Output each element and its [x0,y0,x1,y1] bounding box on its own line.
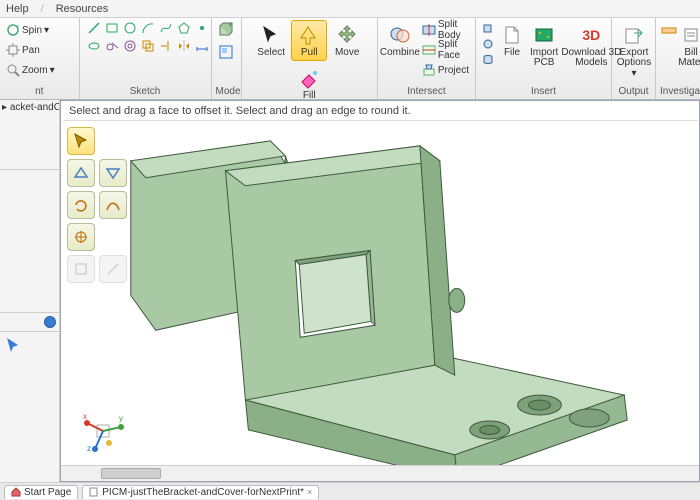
fill-button[interactable]: Fill [291,63,327,104]
sketch-line-icon[interactable] [86,20,102,36]
sketch-trim-icon[interactable] [158,38,174,54]
sketch-concentric-icon[interactable] [122,38,138,54]
mode-group-label: Mode [216,85,237,99]
insert-cyl-icon[interactable] [480,52,496,68]
investigate-group-label: Investiga [660,85,696,99]
tool-revolve-icon[interactable] [67,191,95,219]
structure-tree[interactable]: ▸ acket-andCo [0,100,59,170]
horizontal-scrollbar[interactable] [61,465,699,481]
select-button[interactable]: Select [253,20,289,61]
menu-resources[interactable]: Resources [56,3,109,15]
pull-button[interactable]: Pull [291,20,327,61]
mode-3d-icon[interactable] [216,20,236,40]
tool-ruled-icon[interactable] [99,255,127,283]
insert-cube-icon[interactable] [480,20,496,36]
zoom-dropdown[interactable]: Zoom▾ [4,60,75,80]
sketch-offset-icon[interactable] [140,38,156,54]
tool-upto-icon[interactable] [67,255,95,283]
measure-icon[interactable] [660,20,678,40]
insert-sphere-icon[interactable] [480,36,496,52]
project-button[interactable]: Project [420,60,471,80]
file-button[interactable]: File [498,20,526,71]
split-body-button[interactable]: Split Body [420,20,471,40]
properties-panel[interactable] [0,331,59,482]
svg-text:z: z [87,444,91,453]
menu-help[interactable]: Help [6,3,29,15]
menu-divider: / [41,3,44,15]
spin-dropdown[interactable]: Spin▾ [4,20,75,40]
sketch-spline-icon[interactable] [158,20,174,36]
combine-button[interactable]: Combine [382,20,418,80]
pin-icon[interactable] [44,316,56,328]
tool-draft-icon[interactable] [67,223,95,251]
tool-add-icon[interactable] [67,159,95,187]
ribbon: Spin▾ Pan Zoom▾ nt [0,18,700,100]
view-triad[interactable]: x y z [79,407,127,455]
model-render [61,101,699,480]
sketch-ellipse-icon[interactable] [86,38,102,54]
mode-2d-icon[interactable] [216,42,236,62]
sketch-mirror-icon[interactable] [176,38,192,54]
sketch-dim-icon[interactable] [194,38,210,54]
tool-select-icon[interactable] [67,127,95,155]
export-options-button[interactable]: Export Options▾ [616,20,652,82]
left-panel: ▸ acket-andCo [0,100,60,482]
output-group-label: Output [616,85,651,99]
document-tabs: Start Page PICM-justTheBracket-andCover-… [0,482,700,500]
sketch-point-icon[interactable] [194,20,210,36]
home-icon [11,487,21,497]
tab-start-page[interactable]: Start Page [4,485,78,499]
pan-button[interactable]: Pan [4,40,75,60]
orient-group-label: nt [4,85,75,99]
split-face-button[interactable]: Split Face [420,40,471,60]
tool-sweep-icon[interactable] [99,191,127,219]
intersect-group-label: Intersect [382,85,471,99]
pull-tool-options [67,127,127,283]
insert-group-label: Insert [480,85,607,99]
sketch-circle-icon[interactable] [122,20,138,36]
doc-icon [89,487,99,497]
bom-button[interactable]: Bill Mater [678,20,700,71]
svg-text:y: y [119,414,123,423]
tool-cut-icon[interactable] [99,159,127,187]
import-pcb-button[interactable]: Import PCB [528,20,560,71]
move-button[interactable]: Move [329,20,365,61]
sketch-arc-icon[interactable] [140,20,156,36]
sketch-poly-icon[interactable] [176,20,192,36]
svg-text:x: x [83,412,87,421]
sketch-rect-icon[interactable] [104,20,120,36]
sketch-group-label: Sketch [84,85,207,99]
sketch-tangent-icon[interactable] [104,38,120,54]
3d-viewport[interactable]: Select and drag a face to offset it. Sel… [60,100,700,482]
tab-document[interactable]: PICM-justTheBracket-andCover-forNextPrin… [82,485,319,499]
close-icon[interactable]: × [307,487,312,497]
